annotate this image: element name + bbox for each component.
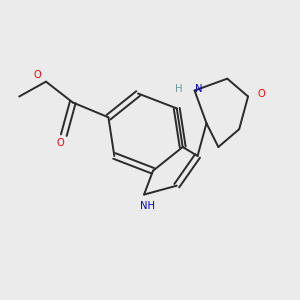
Text: H: H — [175, 84, 182, 94]
Text: O: O — [257, 88, 265, 98]
Text: N: N — [195, 84, 202, 94]
Text: NH: NH — [140, 201, 154, 211]
Text: O: O — [34, 70, 41, 80]
Text: O: O — [57, 139, 65, 148]
